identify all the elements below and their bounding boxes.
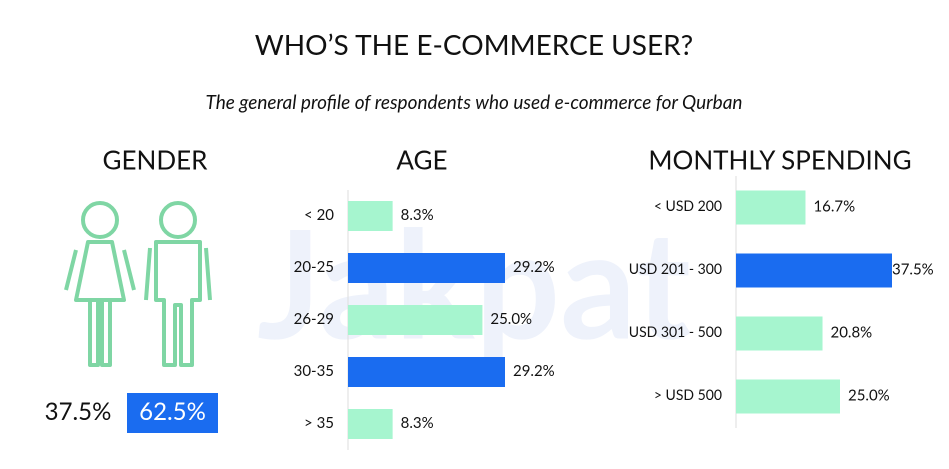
bar <box>348 201 393 231</box>
value-label: 16.7% <box>813 197 855 215</box>
section-title: MONTHLY SPENDING <box>648 144 911 176</box>
bar <box>736 190 806 225</box>
bar <box>736 379 840 414</box>
gender-value-box <box>127 393 218 433</box>
value-label: 29.2% <box>513 362 555 380</box>
value-label: 37.5% <box>892 260 934 278</box>
value-label: 8.3% <box>401 414 434 432</box>
bar <box>348 357 505 387</box>
section-title: GENDER <box>103 144 209 176</box>
bar <box>348 305 483 335</box>
gender-icons <box>64 201 212 367</box>
category-label: USD 301 - 500 <box>629 323 722 340</box>
category-label: > USD 500 <box>654 386 722 403</box>
category-label: > 35 <box>304 414 334 432</box>
bar <box>348 253 505 283</box>
value-label: 25.0% <box>490 310 532 328</box>
category-label: < 20 <box>304 206 334 224</box>
gender-value-box <box>33 393 123 433</box>
gender-value-label: 62.5% <box>139 397 206 426</box>
male-body <box>144 240 212 367</box>
value-label: 8.3% <box>401 206 434 224</box>
bar <box>736 253 892 288</box>
title: WHO’S THE E-COMMERCE USER? <box>255 27 693 61</box>
bar <box>348 409 393 439</box>
female-body <box>64 240 136 367</box>
female-head <box>81 201 119 239</box>
subtitle: The general profile of respondents who u… <box>205 91 742 114</box>
category-label: USD 201 - 300 <box>629 260 722 277</box>
category-label: 26-29 <box>294 310 334 328</box>
category-label: 20-25 <box>294 258 334 276</box>
value-label: 25.0% <box>848 386 890 404</box>
category-label: < USD 200 <box>654 197 722 214</box>
category-label: 30-35 <box>294 362 334 380</box>
gender-value-label: 37.5% <box>45 397 112 426</box>
value-label: 20.8% <box>831 323 873 341</box>
value-label: 29.2% <box>513 258 555 276</box>
male-head <box>159 201 197 239</box>
section-title: AGE <box>396 144 447 176</box>
bar <box>736 316 823 351</box>
